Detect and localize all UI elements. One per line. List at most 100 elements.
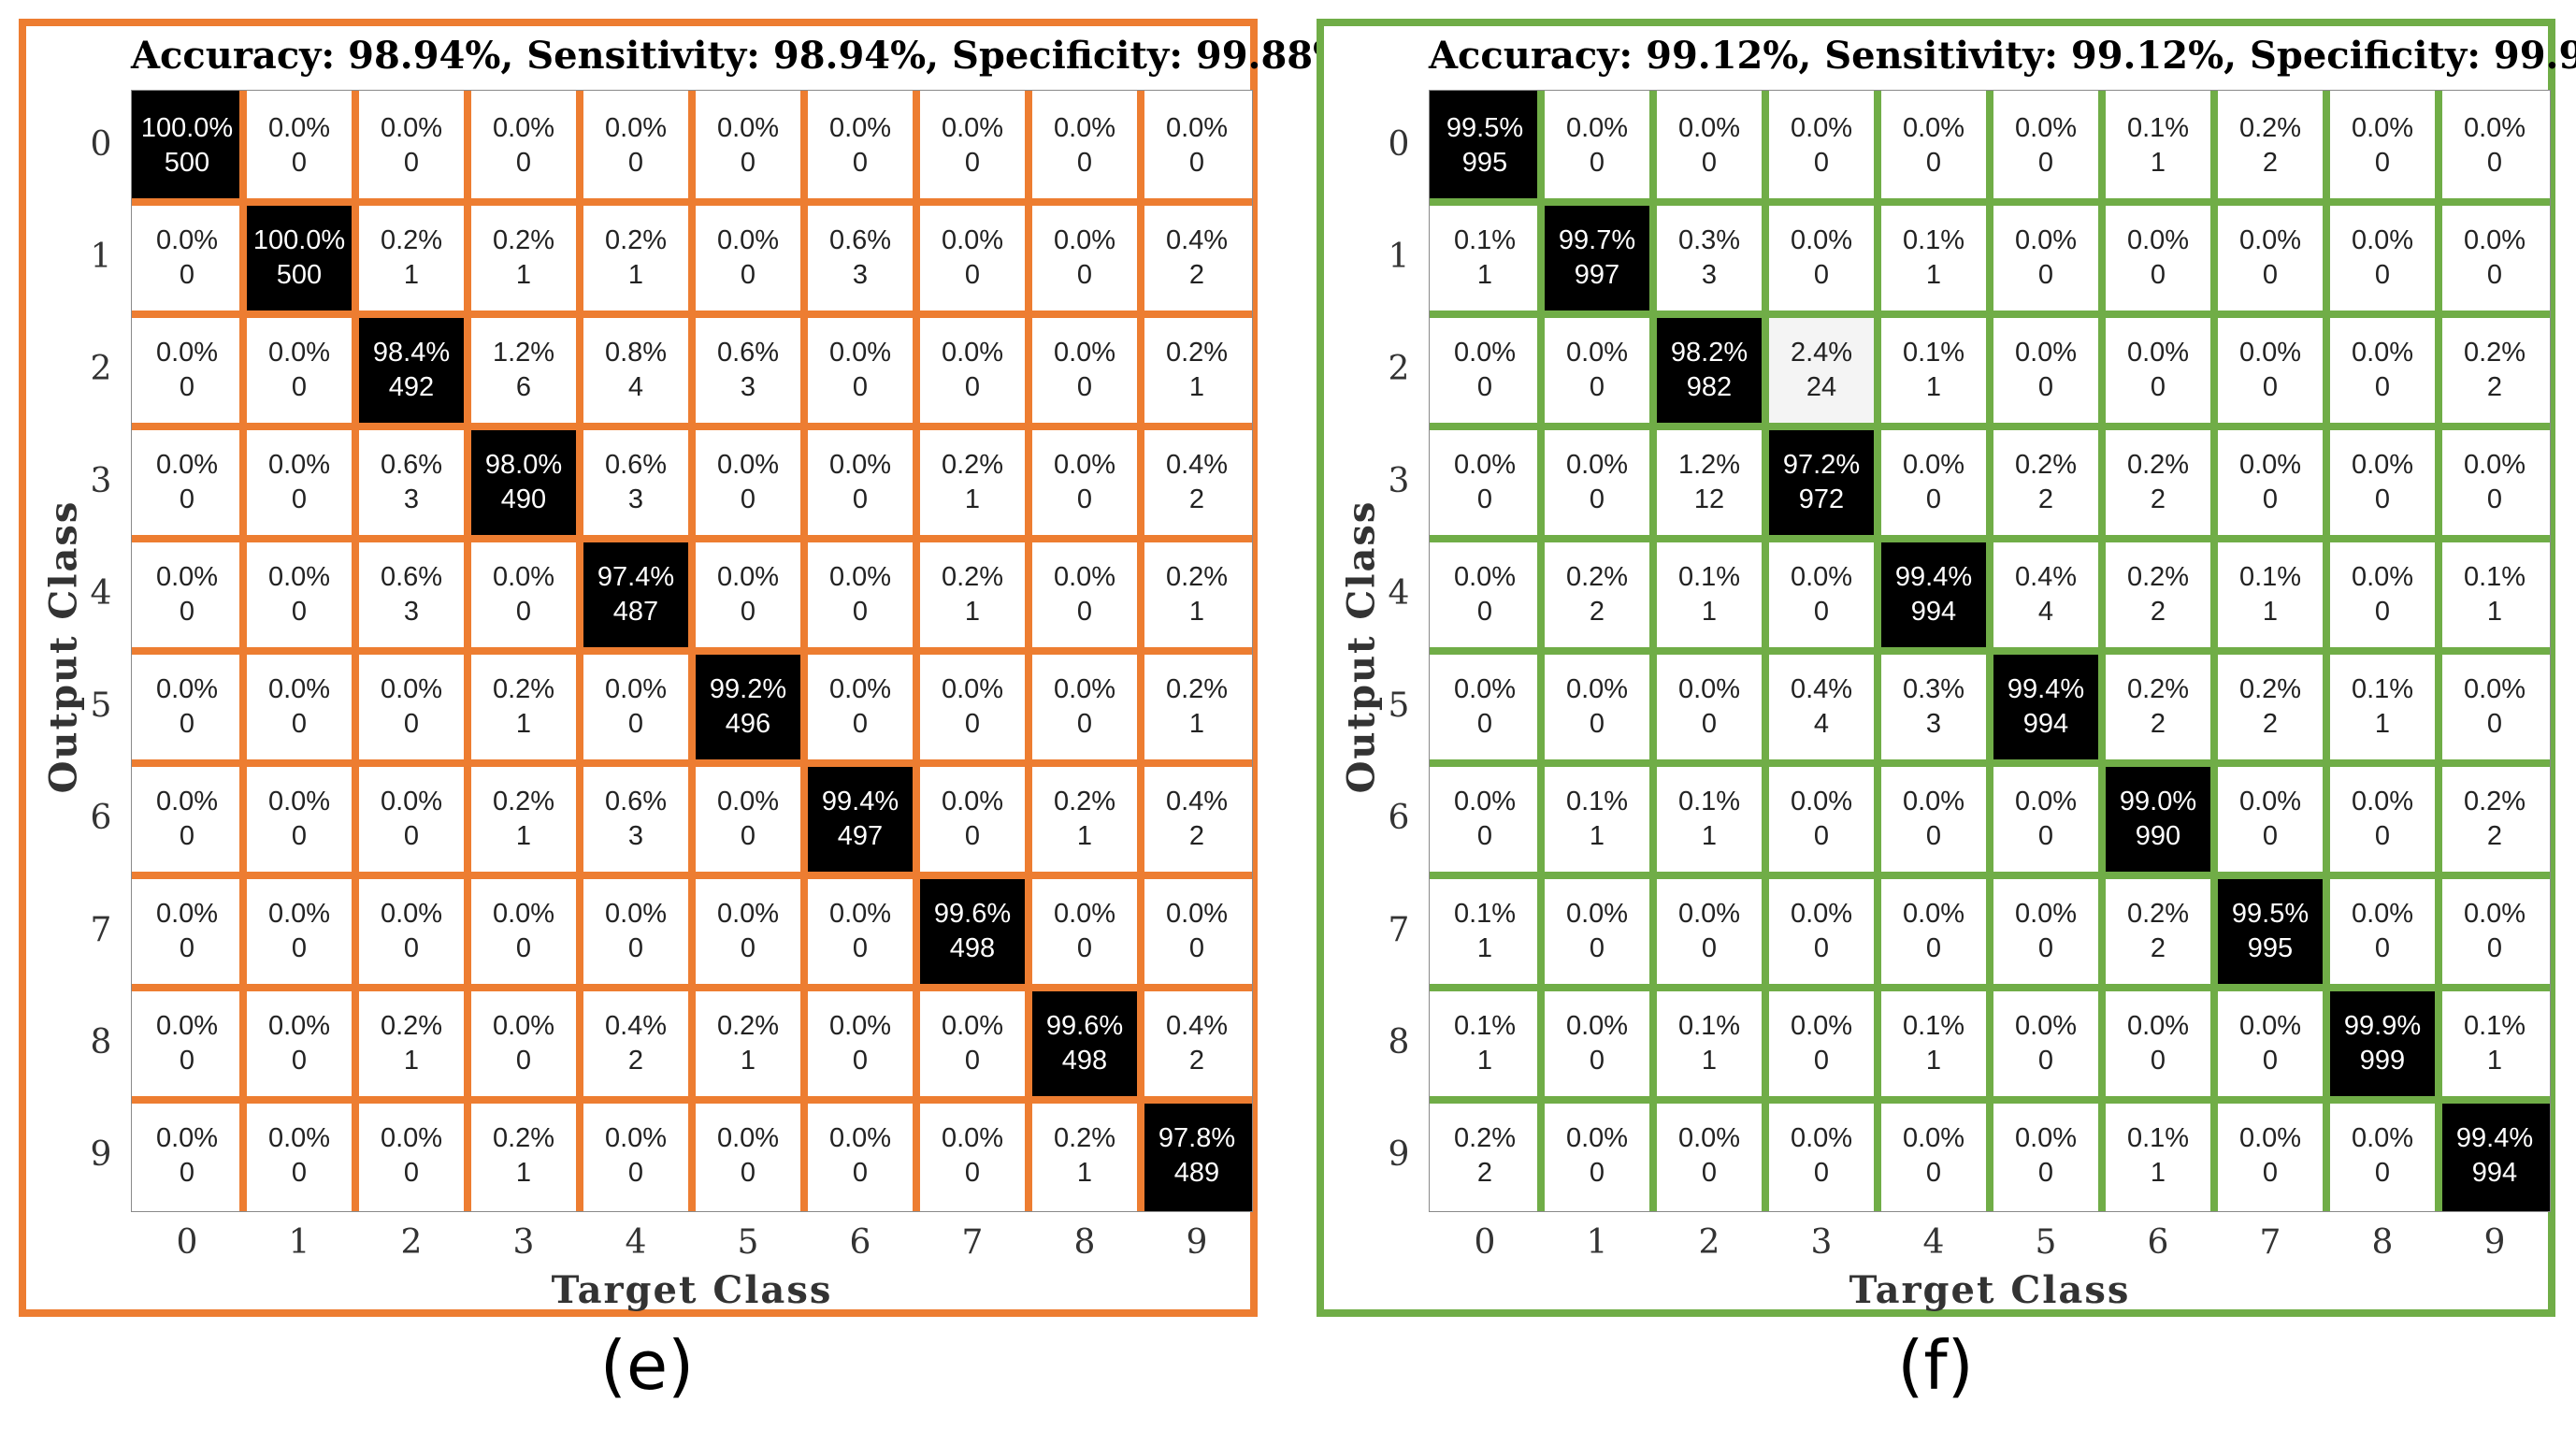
cell-count: 0 bbox=[179, 821, 195, 851]
y-tick-label: 8 bbox=[1388, 1023, 1410, 1062]
matrix-cell-r7-c7: 99.6% 498 bbox=[916, 875, 1029, 988]
y-tick-label: 7 bbox=[90, 911, 112, 949]
cell-percent: 0.0% bbox=[267, 449, 331, 480]
cell-count: 497 bbox=[837, 821, 884, 851]
cell-percent: 0.0% bbox=[716, 898, 780, 929]
cell-count: 3 bbox=[1925, 709, 1942, 739]
matrix-cell-r9-c5: 0.0% 0 bbox=[1990, 1100, 2102, 1212]
cell-percent: 0.0% bbox=[1790, 561, 1853, 592]
cell-count: 0 bbox=[403, 821, 420, 851]
y-tick-label: 8 bbox=[90, 1023, 112, 1062]
matrix-cell-r8-c8: 99.9% 999 bbox=[2326, 988, 2439, 1100]
matrix-cell-r1-c0: 0.0% 0 bbox=[131, 202, 243, 314]
y-tick-label: 3 bbox=[90, 462, 112, 500]
cell-percent: 0.2% bbox=[2463, 337, 2526, 368]
grid-separator-vertical bbox=[800, 90, 808, 1212]
matrix-cell-r3-c9: 0.4% 2 bbox=[1141, 426, 1253, 539]
matrix-cell-r0-c2: 0.0% 0 bbox=[355, 90, 468, 202]
cell-count: 0 bbox=[740, 484, 756, 514]
cell-percent: 0.0% bbox=[1565, 673, 1629, 704]
matrix-cell-r8-c9: 0.1% 1 bbox=[2439, 988, 2551, 1100]
cell-percent: 0.6% bbox=[828, 224, 892, 255]
cell-count: 0 bbox=[2037, 1046, 2054, 1076]
matrix-cell-r1-c1: 99.7% 997 bbox=[1541, 202, 1653, 314]
matrix-cell-r6-c5: 0.0% 0 bbox=[692, 763, 804, 875]
matrix-cell-r7-c3: 0.0% 0 bbox=[1765, 875, 1878, 988]
matrix-cell-r7-c2: 0.0% 0 bbox=[1653, 875, 1765, 988]
cell-percent: 0.0% bbox=[604, 1122, 668, 1153]
cell-percent: 0.0% bbox=[941, 1122, 1004, 1153]
cell-percent: 0.1% bbox=[1565, 786, 1629, 816]
cell-percent: 0.0% bbox=[2238, 337, 2302, 368]
cell-count: 0 bbox=[1701, 933, 1718, 963]
cell-count: 0 bbox=[2037, 933, 2054, 963]
matrix-cell-r5-c0: 0.0% 0 bbox=[131, 651, 243, 763]
x-tick-label: 1 bbox=[1586, 1223, 1608, 1262]
matrix-cell-r4-c9: 0.2% 1 bbox=[1141, 539, 1253, 651]
cell-percent: 0.0% bbox=[2238, 449, 2302, 480]
cell-count: 0 bbox=[1476, 821, 1493, 851]
matrix-cell-r6-c6: 99.0% 990 bbox=[2102, 763, 2214, 875]
cell-percent: 0.4% bbox=[1165, 224, 1229, 255]
cell-percent: 0.0% bbox=[604, 673, 668, 704]
cell-count: 0 bbox=[291, 597, 308, 627]
cell-count: 498 bbox=[1061, 1046, 1108, 1076]
cell-percent: 99.0% bbox=[2119, 786, 2197, 816]
cell-count: 0 bbox=[1589, 484, 1605, 514]
cell-percent: 0.0% bbox=[941, 1010, 1004, 1041]
cell-percent: 0.0% bbox=[380, 1122, 443, 1153]
cell-count: 1 bbox=[1188, 597, 1205, 627]
cell-percent: 0.0% bbox=[2126, 1010, 2190, 1041]
cell-count: 982 bbox=[1686, 372, 1733, 402]
cell-count: 0 bbox=[2262, 1046, 2279, 1076]
cell-percent: 0.0% bbox=[828, 1010, 892, 1041]
cell-count: 2 bbox=[2486, 821, 2503, 851]
cell-percent: 0.4% bbox=[1165, 1010, 1229, 1041]
matrix-cell-r1-c3: 0.2% 1 bbox=[468, 202, 580, 314]
matrix-cell-r8-c5: 0.0% 0 bbox=[1990, 988, 2102, 1100]
cell-count: 0 bbox=[1188, 933, 1205, 963]
cell-count: 0 bbox=[2374, 484, 2391, 514]
matrix-grid: 99.5% 995 0.0% 0 0.0% 0 0.0% 0 0.0% 0 0.0% 0 0.1% 1 0.… bbox=[1429, 90, 2551, 1212]
grid-separator-horizontal bbox=[1429, 647, 2551, 655]
cell-percent: 0.2% bbox=[1053, 786, 1116, 816]
cell-percent: 0.0% bbox=[1565, 112, 1629, 143]
cell-percent: 0.0% bbox=[828, 561, 892, 592]
cell-count: 0 bbox=[1925, 484, 1942, 514]
matrix-cell-r0-c7: 0.2% 2 bbox=[2214, 90, 2326, 202]
matrix-cell-r9-c7: 0.0% 0 bbox=[916, 1100, 1029, 1212]
cell-count: 1 bbox=[1701, 1046, 1718, 1076]
cell-count: 3 bbox=[627, 821, 644, 851]
matrix-cell-r9-c0: 0.0% 0 bbox=[131, 1100, 243, 1212]
x-tick-label: 9 bbox=[2483, 1223, 2506, 1262]
cell-count: 6 bbox=[515, 372, 532, 402]
cell-percent: 0.6% bbox=[380, 561, 443, 592]
cell-count: 1 bbox=[740, 1046, 756, 1076]
matrix-cell-r1-c7: 0.0% 0 bbox=[2214, 202, 2326, 314]
cell-percent: 0.0% bbox=[492, 898, 555, 929]
cell-percent: 0.0% bbox=[267, 898, 331, 929]
matrix-cell-r6-c9: 0.2% 2 bbox=[2439, 763, 2551, 875]
matrix-cell-r7-c4: 0.0% 0 bbox=[1878, 875, 1990, 988]
matrix-cell-r2-c2: 98.4% 492 bbox=[355, 314, 468, 426]
cell-percent: 97.2% bbox=[1782, 449, 1861, 480]
cell-count: 0 bbox=[179, 260, 195, 290]
cell-percent: 0.0% bbox=[1165, 112, 1229, 143]
cell-count: 0 bbox=[1589, 933, 1605, 963]
matrix-cell-r8-c3: 0.0% 0 bbox=[1765, 988, 1878, 1100]
grid-separator-vertical bbox=[913, 90, 920, 1212]
matrix-cell-r7-c0: 0.0% 0 bbox=[131, 875, 243, 988]
matrix-cell-r1-c0: 0.1% 1 bbox=[1429, 202, 1541, 314]
cell-count: 2 bbox=[2150, 933, 2166, 963]
cell-count: 2 bbox=[1188, 260, 1205, 290]
cell-percent: 99.4% bbox=[2007, 673, 2085, 704]
cell-count: 0 bbox=[1813, 260, 1830, 290]
matrix-cell-r4-c4: 99.4% 994 bbox=[1878, 539, 1990, 651]
cell-percent: 0.4% bbox=[2014, 561, 2078, 592]
cell-count: 0 bbox=[2262, 484, 2279, 514]
matrix-cell-r5-c2: 0.0% 0 bbox=[355, 651, 468, 763]
cell-count: 0 bbox=[2150, 260, 2166, 290]
cell-count: 0 bbox=[1076, 597, 1093, 627]
cell-percent: 98.2% bbox=[1670, 337, 1749, 368]
cell-count: 0 bbox=[964, 148, 981, 178]
